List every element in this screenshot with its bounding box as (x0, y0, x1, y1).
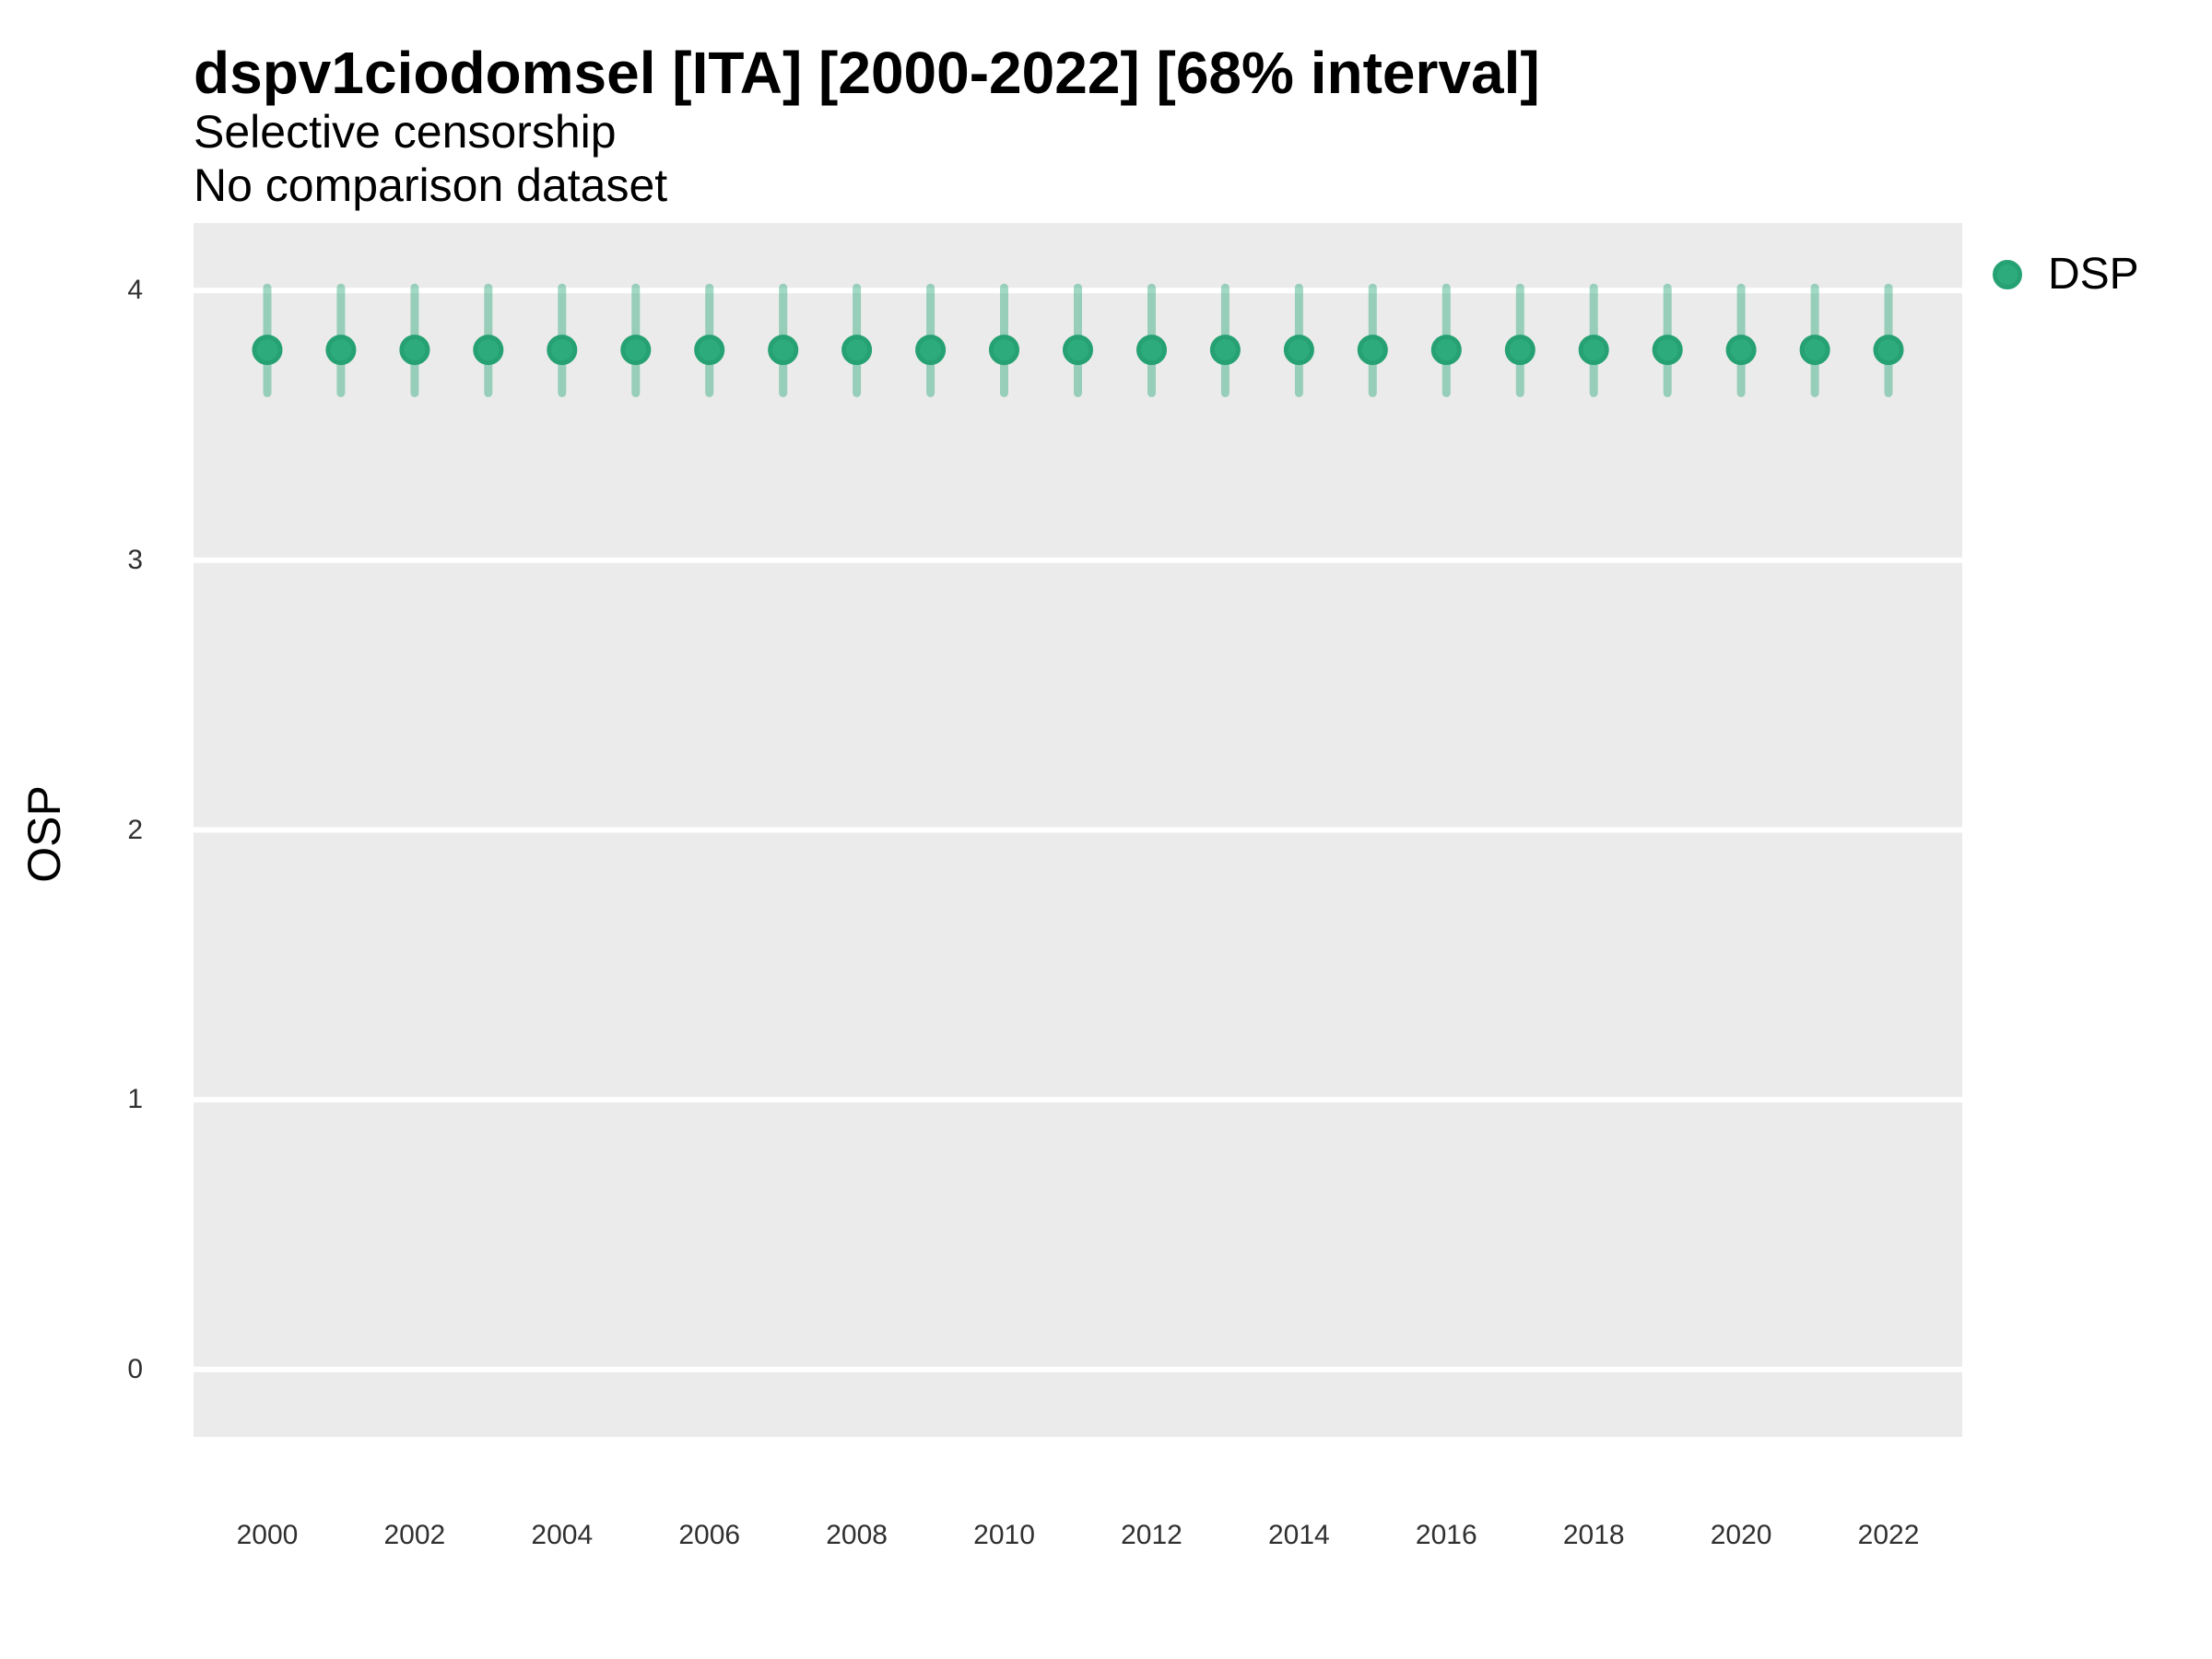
data-point-2004 (547, 335, 578, 366)
gridline-y-2 (194, 827, 1962, 833)
x-tick-label-2008: 2008 (826, 1520, 888, 1550)
x-tick-label-2006: 2006 (678, 1520, 741, 1550)
gridline-y-0 (194, 1366, 1962, 1372)
data-point-2018 (1578, 335, 1609, 366)
chart-subtitle: Selective censorship No comparison datas… (194, 105, 667, 212)
data-point-2015 (1357, 335, 1388, 366)
x-tick-label-2018: 2018 (1562, 1520, 1625, 1550)
y-tick-label-1: 1 (127, 1084, 143, 1115)
x-tick-label-2004: 2004 (531, 1520, 594, 1550)
data-point-2011 (1063, 335, 1093, 366)
gridline-y-4 (194, 288, 1962, 294)
data-point-2014 (1283, 335, 1314, 366)
data-point-2007 (768, 335, 799, 366)
x-tick-label-2002: 2002 (383, 1520, 446, 1550)
legend: DSP (1993, 251, 2139, 299)
data-point-2012 (1136, 335, 1167, 366)
chart-subtitle-line-2: No comparison dataset (194, 159, 668, 211)
data-point-2020 (1725, 335, 1757, 366)
data-point-2009 (915, 335, 947, 366)
chart-title: dspv1ciodomsel [ITA] [2000-2022] [68% in… (194, 40, 1540, 106)
x-tick-label-2022: 2022 (1857, 1520, 1920, 1550)
y-tick-label-0: 0 (127, 1353, 143, 1384)
chart-subtitle-line-1: Selective censorship (194, 106, 617, 158)
pointrange-plot (194, 283, 1962, 1372)
data-point-2016 (1430, 335, 1462, 366)
gridline-y-1 (194, 1097, 1962, 1103)
x-tick-label-2012: 2012 (1121, 1520, 1182, 1550)
data-point-2006 (694, 335, 725, 366)
gridline-y-3 (194, 557, 1962, 563)
data-point-2001 (325, 335, 357, 366)
plot-panel (194, 223, 1962, 1437)
data-point-2000 (252, 335, 283, 366)
legend-label: DSP (2048, 250, 2139, 299)
data-point-2003 (473, 335, 504, 366)
x-tick-label-2020: 2020 (1710, 1520, 1772, 1550)
data-point-2021 (1799, 335, 1830, 366)
data-point-2010 (989, 335, 1019, 366)
data-point-2022 (1873, 335, 1904, 366)
data-point-2002 (399, 335, 430, 366)
data-point-2005 (620, 335, 652, 366)
y-tick-label-4: 4 (127, 275, 143, 306)
x-tick-label-2014: 2014 (1268, 1520, 1330, 1550)
data-point-2013 (1209, 335, 1241, 366)
data-point-2017 (1504, 335, 1535, 366)
y-tick-label-2: 2 (127, 814, 143, 845)
legend-dot-icon (1993, 260, 2022, 289)
data-point-2008 (841, 335, 873, 366)
x-tick-label-2016: 2016 (1415, 1520, 1477, 1550)
data-point-2019 (1652, 335, 1683, 366)
x-tick-label-2000: 2000 (236, 1520, 299, 1550)
y-tick-label-3: 3 (127, 544, 143, 575)
x-tick-label-2010: 2010 (973, 1520, 1035, 1550)
